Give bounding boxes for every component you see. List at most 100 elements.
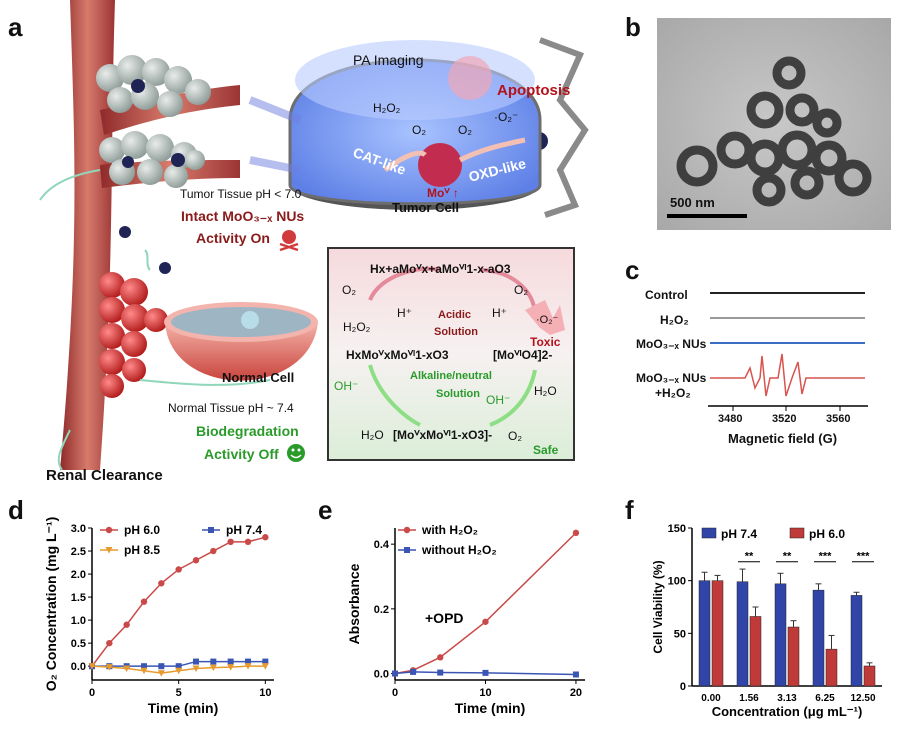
mov-label: Moⱽ ↑	[427, 186, 459, 200]
x-tick-label: 0	[392, 687, 398, 699]
scheme-bottom-formula: [MoⱽxMoⱽᴵ1-xO3]-	[393, 428, 493, 442]
x-tick-label: 10	[479, 687, 491, 699]
acidic-solution-label: Solution	[434, 326, 478, 338]
apoptosis-label: Apoptosis	[497, 82, 571, 99]
epr-label-h2o2: H₂O₂	[660, 313, 689, 327]
y-tick-label: 0.4	[374, 539, 390, 551]
normal-tissue-cluster	[99, 272, 168, 398]
epr-tick-3560: 3560	[826, 413, 851, 425]
epr-label-plus-h2o2: +H₂O₂	[655, 386, 691, 400]
data-point	[106, 639, 113, 647]
panel-letter-e: e	[318, 495, 333, 525]
panel-letter-f: f	[625, 495, 634, 525]
data-point	[392, 670, 398, 677]
data-point	[157, 670, 165, 677]
data-point	[209, 664, 217, 672]
significance-label: ***	[819, 551, 833, 563]
legend-marker	[208, 527, 214, 533]
legend-label: pH 8.5	[124, 543, 160, 557]
y-tick-label: 0	[680, 681, 686, 693]
alkaline-label: Alkaline/neutral	[410, 370, 492, 382]
bar	[863, 665, 876, 687]
legend-swatch	[701, 527, 717, 539]
x-axis-title: Concentration (μg mL⁻¹)	[712, 704, 863, 719]
epr-label-nus-h2o2: MoO₃₋ₓ NUs	[636, 371, 707, 385]
scheme-oh-r: OH⁻	[486, 393, 511, 407]
epr-tick-3520: 3520	[772, 413, 797, 425]
data-point	[175, 566, 182, 573]
data-point	[210, 547, 217, 555]
epr-label-control: Control	[645, 288, 688, 302]
bar	[736, 581, 749, 687]
scale-bar-label: 500 nm	[670, 195, 715, 210]
scheme-left-formula: HxMoⱽxMoⱽᴵ1-xO3	[346, 348, 449, 362]
x-axis-title: Time (min)	[148, 700, 219, 716]
data-point	[227, 664, 235, 671]
data-point	[158, 580, 165, 587]
legend-marker	[403, 526, 411, 534]
chart-e: 0.0 0.2 0.4 0 10 20 Time (min) Absorbance with H…	[346, 523, 585, 716]
bar	[711, 580, 724, 687]
data-point	[482, 618, 489, 625]
data-point	[437, 654, 444, 661]
o2-label-2: O₂	[458, 123, 472, 137]
x-tick-label: 5	[176, 687, 182, 699]
scheme-right-formula: [MoⱽᴵO4]2-	[493, 348, 553, 362]
epr-label-nus: MoO₃₋ₓ NUs	[636, 337, 707, 351]
scheme-hplus-l: H⁺	[397, 306, 412, 320]
legend-marker	[105, 547, 113, 554]
significance-label: **	[783, 551, 792, 563]
data-point	[410, 668, 417, 675]
y-tick-label: 2.0	[71, 569, 86, 581]
data-point	[192, 557, 200, 564]
bar	[850, 595, 863, 687]
data-point	[482, 669, 489, 676]
data-point	[262, 534, 269, 541]
epr-xlabel: Magnetic field (G)	[728, 431, 838, 446]
x-tick-label: 3.13	[777, 693, 797, 704]
data-point	[572, 671, 579, 678]
bar	[812, 589, 825, 687]
significance-label: **	[745, 551, 754, 563]
flow-arrows	[39, 169, 271, 471]
bar	[698, 580, 711, 687]
data-point	[140, 667, 148, 675]
tumor-ph-label: Tumor Tissue pH < 7.0	[180, 187, 302, 201]
data-point	[123, 665, 131, 672]
data-point	[123, 621, 130, 628]
data-point	[244, 538, 252, 546]
legend-label: pH 7.4	[226, 523, 262, 537]
x-tick-label: 1.56	[739, 693, 759, 704]
bar	[787, 626, 800, 687]
panel-a-illustration	[39, 0, 589, 471]
x-tick-label: 0.00	[701, 693, 721, 704]
data-point	[175, 667, 183, 675]
normal-ph-label: Normal Tissue pH ~ 7.4	[168, 401, 294, 415]
pa-imaging-label: PA Imaging	[353, 52, 424, 68]
data-point	[175, 663, 182, 670]
h2o2-label: H₂O₂	[373, 101, 401, 115]
tumor-tissue-cluster	[96, 55, 211, 188]
panel-letter-b: b	[625, 12, 641, 42]
legend-label: without H₂O₂	[421, 543, 497, 557]
toxic-label: Toxic	[530, 335, 561, 349]
bar	[825, 648, 838, 687]
x-tick-label: 20	[570, 687, 582, 699]
legend-label: pH 7.4	[721, 527, 757, 541]
data-point	[572, 529, 580, 537]
y-tick-label: 100	[668, 576, 686, 588]
scheme-oh-l: OH⁻	[334, 379, 359, 393]
reaction-scheme-box	[327, 247, 575, 461]
tem-image	[657, 18, 891, 230]
data-point	[437, 669, 444, 676]
panel-letter-d: d	[8, 495, 24, 525]
normal-cell-illustration	[164, 302, 318, 381]
scheme-h2o-r: H₂O	[534, 384, 557, 398]
data-point	[141, 663, 147, 670]
data-point	[158, 663, 165, 670]
data-point	[193, 658, 199, 665]
legend-label: pH 6.0	[124, 523, 160, 537]
legend-label: with H₂O₂	[421, 523, 478, 537]
annotation: +OPD	[425, 610, 464, 626]
scheme-o2-br: O₂	[508, 429, 522, 443]
